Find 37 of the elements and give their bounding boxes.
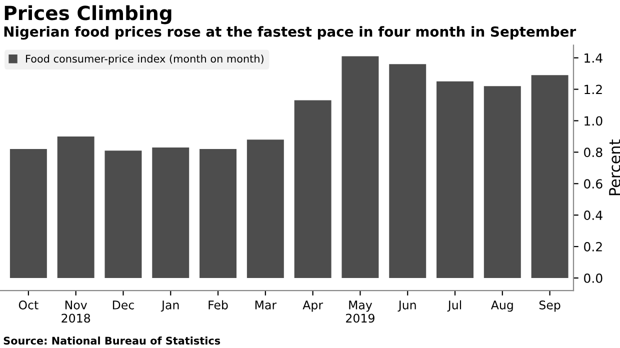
bar	[294, 100, 332, 278]
x-tick-label: Apr	[302, 300, 324, 312]
x-tick-label: Nov 2018	[62, 300, 90, 323]
chart-title: Prices Climbing	[4, 5, 172, 24]
bar	[246, 140, 284, 278]
bar	[436, 81, 474, 278]
chart-subtitle: Nigerian food prices rose at the fastest pace in four month in September	[4, 26, 576, 40]
source-note: Source: National Bureau of Statistics	[4, 336, 220, 345]
bar	[152, 147, 190, 278]
x-tick-label: May 2019	[346, 300, 374, 323]
bar	[57, 136, 94, 278]
bar	[389, 64, 426, 278]
y-tick-label: 0.6	[584, 179, 602, 189]
x-tick-label: Feb	[208, 300, 228, 310]
y-tick-label: 0.4	[584, 210, 602, 220]
x-tick-label: Jan	[160, 300, 179, 312]
y-tick-label: 0.8	[584, 148, 602, 158]
x-tick-label: Aug	[490, 300, 513, 312]
bar	[531, 75, 568, 278]
x-tick-label: Jun	[398, 300, 416, 312]
bar	[342, 56, 379, 278]
bar	[104, 150, 142, 278]
bar	[10, 149, 47, 278]
x-tick-label: Sep	[539, 300, 560, 312]
y-tick-label: 0.0	[584, 273, 602, 283]
x-tick-label: Mar	[255, 300, 277, 310]
y-tick-label: 1.4	[584, 53, 602, 63]
y-tick-label: 1.2	[584, 84, 602, 94]
x-tick-label: Dec	[112, 300, 134, 310]
bar	[484, 86, 521, 278]
x-tick-label: Oct	[18, 300, 38, 310]
y-tick-label: 1.0	[584, 116, 602, 126]
y-tick-label: 0.2	[584, 242, 602, 252]
bar	[200, 149, 237, 278]
x-tick-label: Jul	[447, 300, 462, 312]
legend-label: Food consumer-price index (month on month)	[26, 54, 264, 65]
y-axis-title: Percent	[609, 140, 620, 196]
